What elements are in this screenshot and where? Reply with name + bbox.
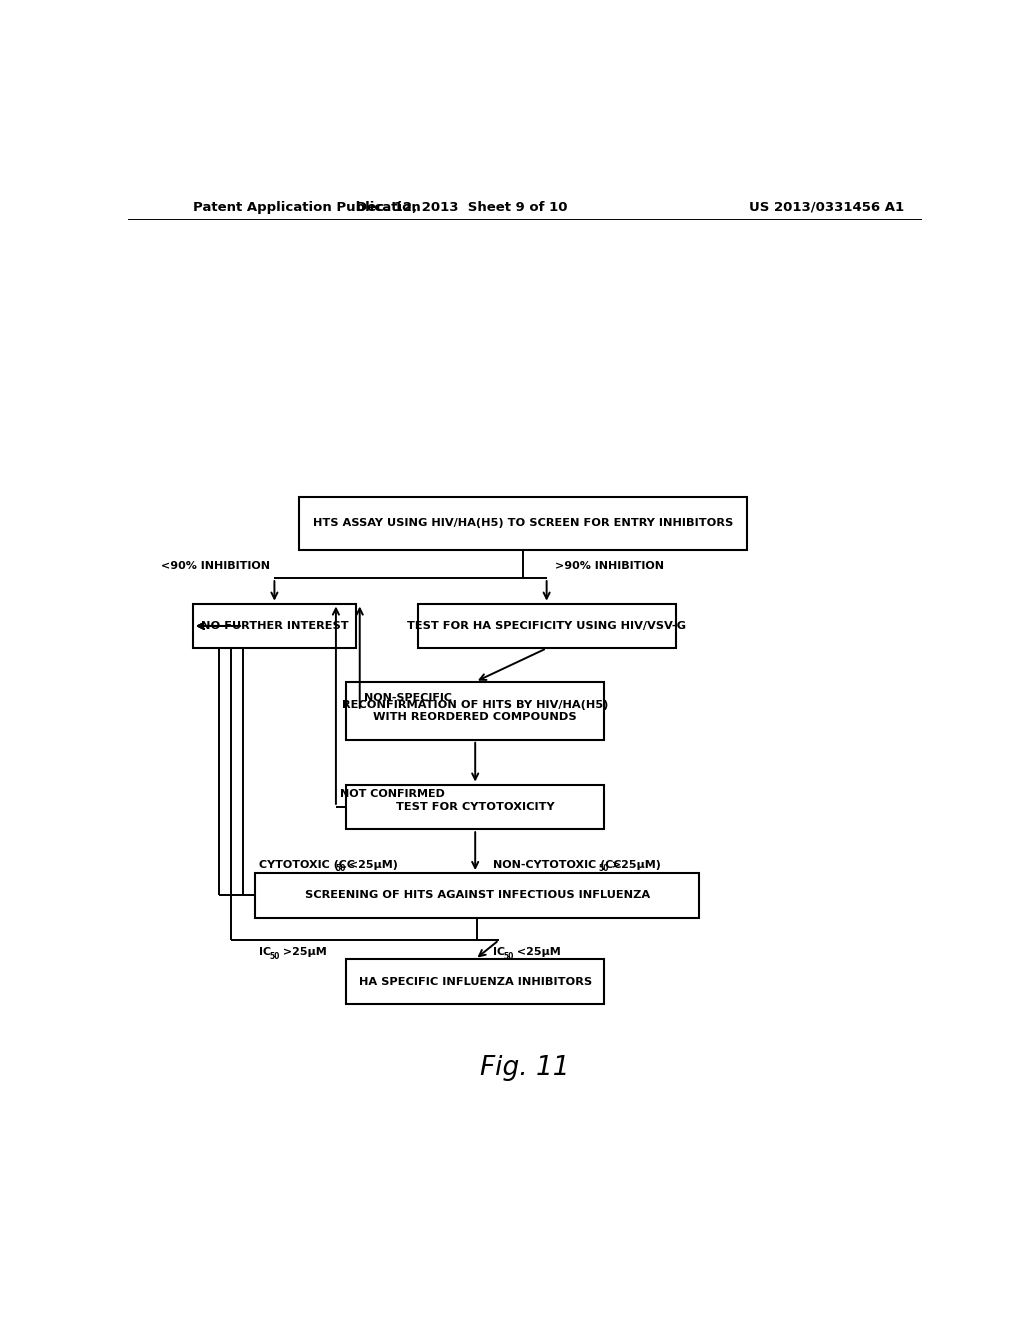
Text: NON-SPECIFIC: NON-SPECIFIC bbox=[364, 693, 452, 702]
Text: TEST FOR HA SPECIFICITY USING HIV/VSV-G: TEST FOR HA SPECIFICITY USING HIV/VSV-G bbox=[408, 620, 686, 631]
Text: >25μM: >25μM bbox=[279, 948, 327, 957]
Text: NOT CONFIRMED: NOT CONFIRMED bbox=[340, 789, 444, 799]
Text: <25μM: <25μM bbox=[513, 948, 561, 957]
Text: >90% INHIBITION: >90% INHIBITION bbox=[555, 561, 664, 572]
Text: NO FURTHER INTEREST: NO FURTHER INTEREST bbox=[201, 620, 348, 631]
Text: HA SPECIFIC INFLUENZA INHIBITORS: HA SPECIFIC INFLUENZA INHIBITORS bbox=[358, 977, 592, 986]
Text: Dec. 12, 2013  Sheet 9 of 10: Dec. 12, 2013 Sheet 9 of 10 bbox=[355, 201, 567, 214]
Text: 50: 50 bbox=[335, 865, 345, 874]
Text: >25μM): >25μM) bbox=[608, 859, 662, 870]
Text: <25μM): <25μM) bbox=[345, 859, 397, 870]
Text: Patent Application Publication: Patent Application Publication bbox=[194, 201, 421, 214]
Text: RECONFIRMATION OF HITS BY HIV/HA(H5)
WITH REORDERED COMPOUNDS: RECONFIRMATION OF HITS BY HIV/HA(H5) WIT… bbox=[342, 700, 608, 722]
Text: <90% INHIBITION: <90% INHIBITION bbox=[162, 561, 270, 572]
FancyBboxPatch shape bbox=[418, 603, 676, 648]
Text: SCREENING OF HITS AGAINST INFECTIOUS INFLUENZA: SCREENING OF HITS AGAINST INFECTIOUS INF… bbox=[304, 890, 650, 900]
Text: 50: 50 bbox=[504, 952, 514, 961]
Text: 50: 50 bbox=[269, 952, 280, 961]
FancyBboxPatch shape bbox=[346, 960, 604, 1005]
FancyBboxPatch shape bbox=[255, 873, 699, 917]
FancyBboxPatch shape bbox=[194, 603, 355, 648]
Text: IC: IC bbox=[259, 948, 271, 957]
Text: TEST FOR CYTOTOXICITY: TEST FOR CYTOTOXICITY bbox=[396, 801, 555, 812]
Text: Fig. 11: Fig. 11 bbox=[480, 1055, 569, 1081]
FancyBboxPatch shape bbox=[299, 496, 746, 549]
FancyBboxPatch shape bbox=[346, 682, 604, 739]
Text: 50: 50 bbox=[599, 865, 609, 874]
Text: CYTOTOXIC (CC: CYTOTOXIC (CC bbox=[259, 859, 355, 870]
Text: IC: IC bbox=[494, 948, 505, 957]
Text: HTS ASSAY USING HIV/HA(H5) TO SCREEN FOR ENTRY INHIBITORS: HTS ASSAY USING HIV/HA(H5) TO SCREEN FOR… bbox=[312, 519, 733, 528]
Text: NON-CYTOTOXIC (CC: NON-CYTOTOXIC (CC bbox=[494, 859, 622, 870]
FancyBboxPatch shape bbox=[346, 784, 604, 829]
Text: US 2013/0331456 A1: US 2013/0331456 A1 bbox=[749, 201, 904, 214]
